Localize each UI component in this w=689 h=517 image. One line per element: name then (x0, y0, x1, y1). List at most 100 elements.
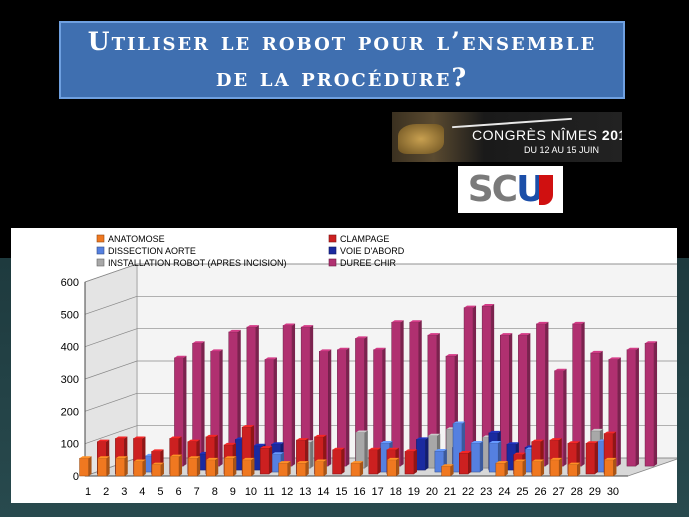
bar (441, 464, 454, 477)
x-tick-label: 5 (157, 486, 163, 498)
bar-top (242, 457, 255, 460)
bar (246, 325, 259, 467)
bar-top (482, 304, 495, 307)
bar-side (581, 321, 585, 467)
bar-side (654, 341, 658, 467)
bar (513, 459, 526, 477)
bar-top (532, 459, 545, 462)
bar-front (368, 449, 379, 475)
bar-top (445, 354, 458, 357)
bar-top (170, 454, 183, 457)
scu-logo-prefix: SC (467, 169, 518, 210)
bar-front (463, 307, 474, 467)
bar-side (377, 447, 381, 475)
bar-top (506, 442, 519, 445)
bar-top (97, 456, 110, 459)
bar-top (373, 347, 386, 350)
x-tick-label: 11 (263, 486, 274, 498)
bar-front (332, 449, 342, 475)
x-tick-label: 15 (335, 486, 347, 498)
bar-top (495, 461, 508, 464)
bar-side (219, 349, 223, 467)
bar (518, 333, 531, 467)
bar-top (314, 434, 327, 437)
bar (350, 461, 364, 477)
bar-top (626, 347, 639, 350)
bar-side (201, 341, 205, 467)
bar-top (296, 461, 309, 464)
bar-side (522, 459, 526, 476)
bar-top (554, 368, 567, 371)
x-tick-label: 14 (317, 486, 329, 498)
bar-top (500, 333, 513, 336)
bar-front (242, 459, 252, 477)
bar-side (310, 440, 314, 469)
bar-top (278, 461, 291, 464)
bar-front (459, 452, 469, 475)
legend-swatch (328, 246, 337, 255)
bar-front (79, 457, 89, 477)
bar-top (283, 323, 296, 326)
x-tick-label: 2 (103, 486, 109, 498)
bar (115, 456, 128, 477)
bar-top (260, 446, 273, 449)
bar-front (513, 461, 524, 477)
bar (210, 349, 223, 467)
bar-top (355, 336, 368, 339)
bar-top (585, 441, 598, 444)
bar (259, 446, 273, 475)
bar-top (210, 349, 223, 352)
bar-side (559, 457, 563, 476)
bar-top (536, 321, 549, 324)
slide-title: Utiliser le robot pour l’ensemble de la … (87, 27, 597, 92)
bar-top (115, 456, 128, 459)
bar-side (215, 457, 219, 476)
bar-front (350, 462, 361, 477)
x-tick-label: 28 (571, 486, 583, 498)
bar-front (314, 461, 325, 477)
bar (296, 461, 309, 477)
y-tick-label: 600 (61, 277, 79, 289)
bar-top (115, 436, 128, 439)
y-tick-label: 200 (61, 406, 79, 418)
bar-front (278, 462, 288, 477)
legend-label: DUREE CHIR (340, 258, 397, 268)
bar-top (591, 428, 604, 431)
x-tick-label: 7 (194, 486, 200, 498)
congress-dates: DU 12 AU 15 JUIN (524, 145, 600, 155)
bar-top (355, 430, 368, 433)
bar-front (391, 321, 401, 467)
bar-front (518, 334, 528, 467)
bar-top (434, 449, 447, 452)
bar (355, 430, 368, 469)
bar-top (489, 440, 502, 443)
bar-top (416, 437, 429, 440)
bar-top (187, 439, 200, 442)
x-tick-label: 4 (139, 486, 145, 498)
bar-top (572, 321, 585, 324)
bar (319, 349, 332, 467)
x-tick-label: 20 (426, 486, 438, 498)
bar-top (409, 320, 422, 323)
bar (314, 459, 327, 477)
gridline (84, 392, 677, 412)
x-tick-label: 3 (121, 486, 127, 498)
bar-front (187, 457, 198, 477)
bar (79, 456, 92, 477)
bar-top (604, 457, 617, 460)
bar-front (296, 462, 306, 477)
scu-logo-text: SCU (468, 169, 554, 210)
x-tick-label: 16 (353, 486, 365, 498)
bar (531, 459, 545, 477)
bar-top (271, 452, 284, 455)
bar (459, 451, 472, 475)
bar (282, 323, 296, 467)
bar-top (205, 434, 218, 437)
bar-front (224, 457, 234, 477)
y-tick-label: 100 (61, 439, 79, 451)
bar-top (133, 436, 146, 439)
bar-top (264, 357, 277, 360)
bar-side (480, 440, 484, 473)
bar-top (518, 333, 531, 336)
legend-swatch (96, 234, 105, 243)
